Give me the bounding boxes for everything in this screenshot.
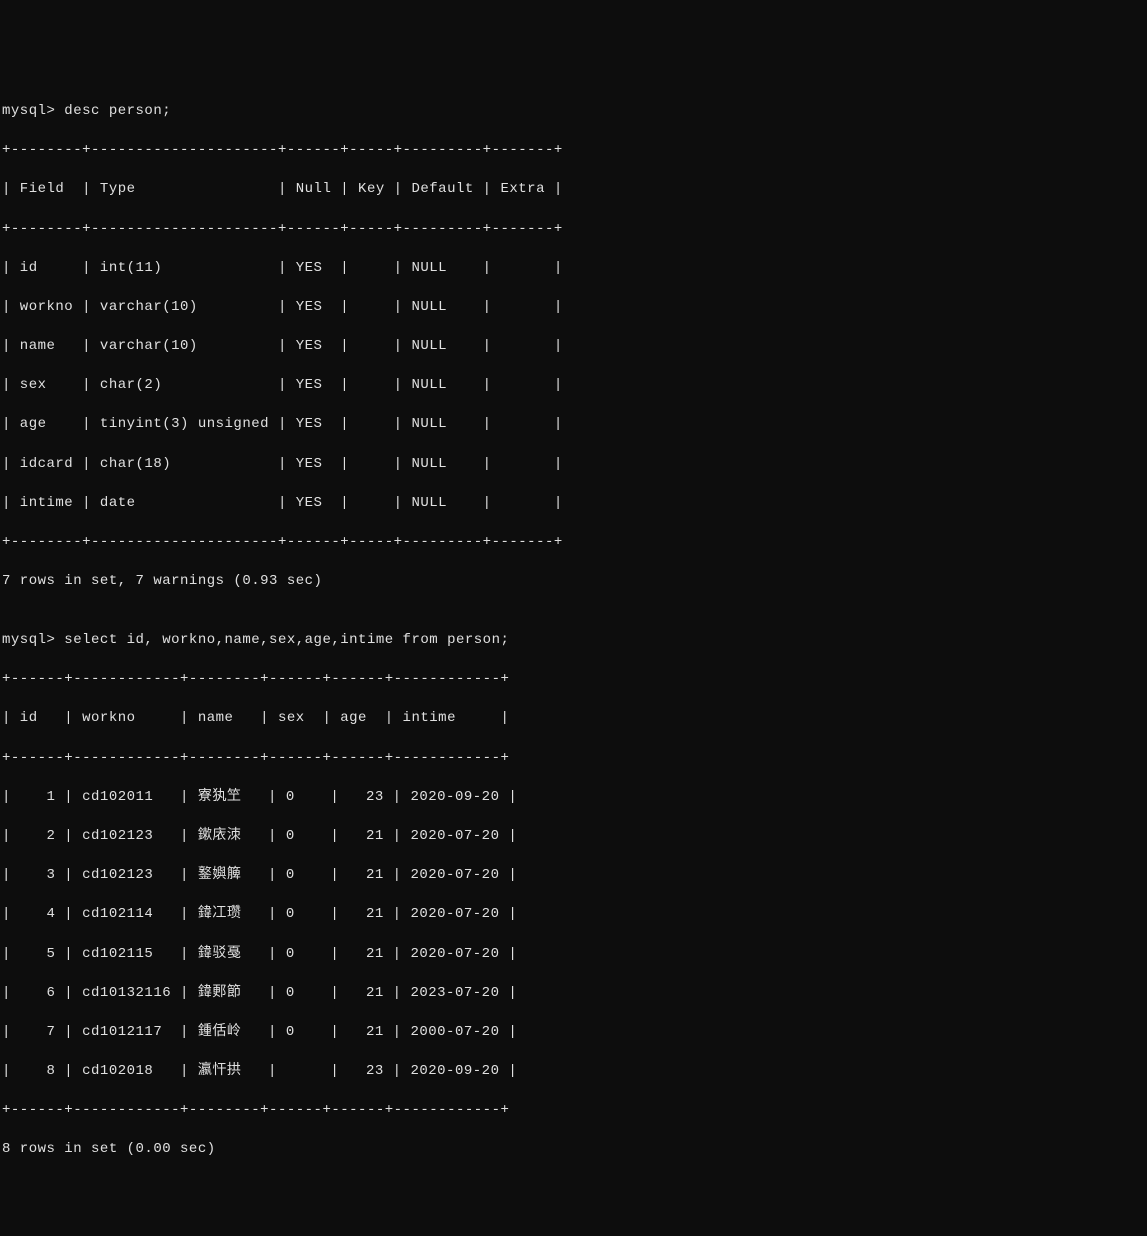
select-table-row: | 5 | cd102115 | 鍏驳戞 | 0 | 21 | 2020-07-… bbox=[2, 945, 1145, 965]
desc-table-border-bot: +--------+---------------------+------+-… bbox=[2, 533, 1145, 553]
select-table-row: | 4 | cd102114 | 鍏冮瓒 | 0 | 21 | 2020-07-… bbox=[2, 905, 1145, 925]
select-table-row: | 2 | cd102123 | 鏉庡洓 | 0 | 21 | 2020-07-… bbox=[2, 827, 1145, 847]
select-table-border-bot: +------+------------+--------+------+---… bbox=[2, 1101, 1145, 1121]
mysql-prompt-desc: mysql> desc person; bbox=[2, 102, 1145, 122]
desc-table-row: | id | int(11) | YES | | NULL | | bbox=[2, 259, 1145, 279]
mysql-prompt-select: mysql> select id, workno,name,sex,age,in… bbox=[2, 631, 1145, 651]
desc-table-row: | intime | date | YES | | NULL | | bbox=[2, 494, 1145, 514]
desc-table-row: | idcard | char(18) | YES | | NULL | | bbox=[2, 455, 1145, 475]
select-status: 8 rows in set (0.00 sec) bbox=[2, 1140, 1145, 1160]
select-table-border-mid: +------+------------+--------+------+---… bbox=[2, 749, 1145, 769]
select-table-row: | 8 | cd102018 | 瀛忓拱 | | 23 | 2020-09-20… bbox=[2, 1062, 1145, 1082]
desc-table-row: | age | tinyint(3) unsigned | YES | | NU… bbox=[2, 415, 1145, 435]
select-table-header: | id | workno | name | sex | age | intim… bbox=[2, 709, 1145, 729]
desc-table-row: | name | varchar(10) | YES | | NULL | | bbox=[2, 337, 1145, 357]
select-table-row: | 3 | cd102123 | 鐜嬩簲 | 0 | 21 | 2020-07-… bbox=[2, 866, 1145, 886]
select-table-row: | 7 | cd1012117 | 鍾佸岭 | 0 | 21 | 2000-07… bbox=[2, 1023, 1145, 1043]
select-table-row: | 6 | cd10132116 | 鍏郠節 | 0 | 21 | 2023-0… bbox=[2, 984, 1145, 1004]
desc-table-border-mid: +--------+---------------------+------+-… bbox=[2, 220, 1145, 240]
desc-table-header: | Field | Type | Null | Key | Default | … bbox=[2, 180, 1145, 200]
select-table-row: | 1 | cd102011 | 寮犱笁 | 0 | 23 | 2020-09-… bbox=[2, 788, 1145, 808]
desc-table-row: | sex | char(2) | YES | | NULL | | bbox=[2, 376, 1145, 396]
desc-table-row: | workno | varchar(10) | YES | | NULL | … bbox=[2, 298, 1145, 318]
desc-status: 7 rows in set, 7 warnings (0.93 sec) bbox=[2, 572, 1145, 592]
desc-table-border-top: +--------+---------------------+------+-… bbox=[2, 141, 1145, 161]
terminal-output: mysql> desc person; +--------+----------… bbox=[2, 82, 1145, 1179]
select-table-border-top: +------+------------+--------+------+---… bbox=[2, 670, 1145, 690]
